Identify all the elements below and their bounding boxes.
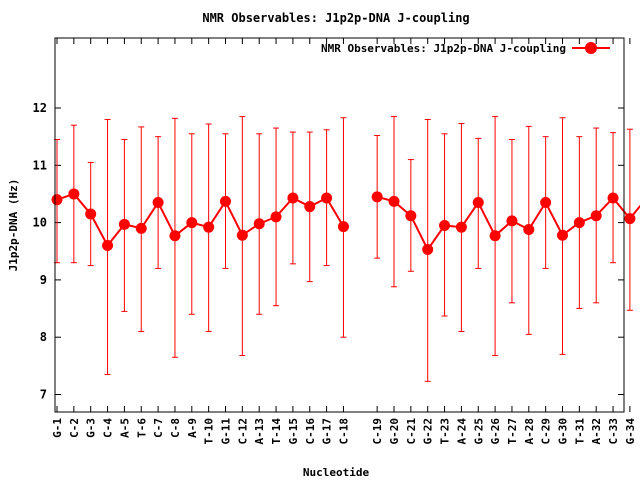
x-tick-label: A-28 [523,418,536,445]
data-point [607,192,619,204]
x-tick-label: G-1 [51,418,64,438]
data-point [51,194,63,206]
x-tick-label: G-26 [489,418,502,445]
y-tick-label: 8 [40,330,47,344]
data-point [557,229,568,241]
x-tick-label: C-8 [169,418,182,438]
series-line-segment [477,202,496,237]
data-point [68,188,80,200]
x-tick-label: T-14 [270,418,283,445]
data-point [85,208,97,220]
data-point [186,217,198,229]
data-point [236,229,248,241]
x-tick-label: C-16 [304,418,317,445]
data-point [439,219,451,231]
series-line-segment [325,197,345,228]
data-point [422,244,434,256]
x-tick-label: A-32 [590,418,603,445]
data-point [135,222,147,234]
data-point [337,221,349,233]
data-point [523,223,535,235]
legend-series-label: NMR Observables: J1p2p-DNA J-coupling [321,42,566,55]
data-point [573,217,585,229]
x-tick-label: C-18 [337,418,350,445]
x-tick-label: C-7 [152,418,165,438]
y-tick-label: 7 [40,388,47,402]
series-line-segment [157,202,176,237]
data-point [388,195,400,207]
x-tick-label: A-24 [455,418,468,445]
x-tick-label: A-13 [253,418,266,445]
data-point [270,211,282,223]
x-axis-label: Nucleotide [303,466,370,479]
data-point [590,210,602,222]
series-line-segment [89,213,109,246]
data-point [169,230,181,242]
x-tick-label: G-20 [388,418,401,445]
data-point [220,195,231,207]
series-layer [51,116,640,382]
y-tick-label: 12 [33,101,47,115]
y-tick-label: 11 [33,158,47,172]
x-tick-label: G-17 [321,418,334,445]
x-tick-label: C-21 [405,418,418,445]
y-tick-label: 9 [40,273,47,287]
x-tick-label: G-22 [422,418,435,445]
legend: NMR Observables: J1p2p-DNA J-coupling [321,42,610,55]
data-point [489,230,501,242]
x-tick-label: G-3 [85,418,98,438]
x-tick-label: T-27 [506,418,519,445]
x-tick-label: T-10 [203,418,216,445]
legend-marker [585,42,597,54]
data-point [472,197,484,209]
data-point [540,197,552,209]
x-tick-label: G-15 [287,418,300,445]
data-point [253,218,265,230]
data-point [405,210,417,222]
data-point [371,191,383,203]
data-point [152,197,164,209]
y-axis-label: J1p2p-DNA (Hz) [7,179,20,272]
x-tick-label: T-6 [135,418,148,438]
x-tick-label: A-9 [186,418,199,438]
series-line-segment [224,200,244,236]
x-tick-label: A-5 [118,418,131,438]
x-tick-label: C-29 [540,418,553,445]
y-tick-label: 10 [33,216,47,230]
x-tick-label: T-31 [573,418,586,445]
x-tick-label: C-33 [607,418,620,445]
x-tick-label: C-2 [68,418,81,438]
data-point [321,192,333,204]
x-tick-label: G-34 [624,418,637,445]
data-point [118,218,130,230]
series-line-segment [409,215,429,250]
axes-layer: 7 8 9 10 11 12 G-1 C-2 G-3 C-4 A-5 T-6 C-7 C-8 A-9 T-10… [33,38,637,445]
x-tick-label: C-19 [371,418,384,445]
data-point [203,221,215,233]
plot-frame [54,37,625,413]
x-tick-label: C-12 [236,418,249,445]
series-line-segment [544,202,564,236]
data-point [624,213,636,225]
data-point [506,215,518,227]
x-tick-label: G-30 [557,418,570,445]
x-tick-label: T-23 [439,418,452,445]
data-point [304,201,316,213]
data-point [102,240,114,252]
data-point [455,221,467,233]
x-tick-label: C-4 [102,418,115,438]
x-tick-label: G-25 [472,418,485,445]
data-point [287,192,299,204]
chart-title: NMR Observables: J1p2p-DNA J-coupling [202,11,469,25]
x-tick-label: G-11 [220,418,233,445]
